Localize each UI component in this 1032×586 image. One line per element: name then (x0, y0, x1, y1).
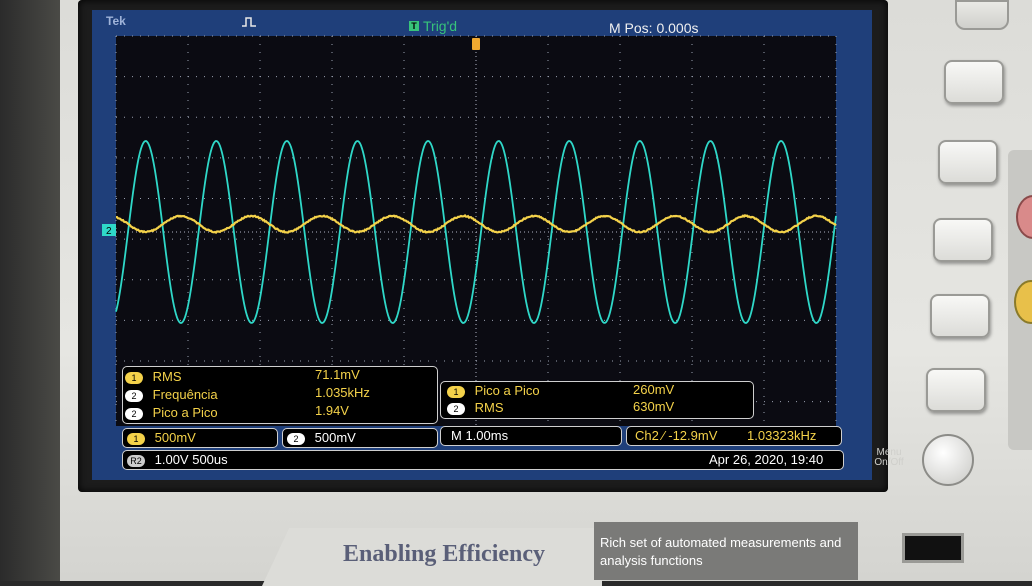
ch1-scale-box: 1 500mV (122, 428, 278, 448)
oscilloscope-screen: Tek T Trig'd M Pos: 0.000s 2 1 RMS 71.1m… (92, 10, 872, 480)
ch2-chip: 2 (447, 403, 465, 415)
ch1-chip: 1 (127, 433, 145, 445)
menu-on-off-button[interactable] (922, 434, 974, 486)
measure-label: Pico a Pico (475, 383, 540, 398)
trigger-frequency: 1.03323kHz (747, 428, 816, 446)
banner-title: Enabling Efficiency (343, 541, 545, 568)
measure-row: 1 RMS (125, 369, 182, 387)
ref2-chip: R2 (127, 455, 145, 467)
measure-row: 2 RMS (447, 400, 504, 418)
ch2-scale-row: 2 500mV (287, 430, 356, 448)
ch2-ground-label: 2 (106, 226, 112, 237)
background-left (0, 0, 60, 581)
ch1-scale-row: 1 500mV (127, 430, 196, 448)
measure-value: 630mV (633, 399, 674, 417)
side-menu-button-5[interactable] (926, 368, 986, 412)
banner-subtitle: Rich set of automated measurements and a… (600, 534, 855, 570)
ch2-scale-box: 2 500mV (282, 428, 438, 448)
measure-row: 1 Pico a Pico (447, 383, 540, 401)
trigger-position-marker (472, 38, 480, 50)
ch2-chip: 2 (287, 433, 305, 445)
ch2-chip: 2 (125, 408, 143, 420)
ch2-scale: 500mV (315, 430, 356, 445)
usb-port[interactable] (902, 533, 964, 563)
measure-value: 71.1mV (315, 367, 360, 385)
measure-row: 2 Frequência (125, 387, 218, 405)
ch1-chip: 1 (447, 386, 465, 398)
measure-label: RMS (153, 369, 182, 384)
ref2-settings: 1.00V 500us (155, 452, 228, 467)
math-box: R2 1.00V 500us Apr 26, 2020, 19:40 (122, 450, 844, 470)
measure-label: RMS (475, 400, 504, 415)
measure-label: Frequência (153, 387, 218, 402)
measure-row: 2 Pico a Pico (125, 405, 218, 423)
menu-on-off-label: Menu On/Off (866, 448, 912, 468)
measure-label: Pico a Pico (153, 405, 218, 420)
side-menu-button-4[interactable] (930, 294, 990, 338)
measure-value: 1.035kHz (315, 385, 370, 403)
timebase: M 1.00ms (451, 428, 508, 446)
trigger-box: Ch2 ⁄ -12.9mV 1.03323kHz (626, 426, 842, 446)
measure-value: 260mV (633, 382, 674, 400)
measurements-left: 1 RMS 71.1mV 2 Frequência 1.035kHz 2 Pic… (122, 366, 438, 424)
measurements-right: 1 Pico a Pico 260mV 2 RMS 630mV (440, 381, 754, 419)
side-menu-button-3[interactable] (933, 218, 993, 262)
date-time: Apr 26, 2020, 19:40 (709, 452, 823, 470)
math-row: R2 1.00V 500us (127, 452, 228, 470)
measure-value: 1.94V (315, 403, 349, 421)
ch2-chip: 2 (125, 390, 143, 402)
side-menu-button-2[interactable] (938, 140, 998, 184)
save-button[interactable] (955, 0, 1009, 30)
ch1-scale: 500mV (155, 430, 196, 445)
side-menu-button-1[interactable] (944, 60, 1004, 104)
timebase-box: M 1.00ms (440, 426, 622, 446)
trigger-readout: Ch2 ⁄ -12.9mV (635, 428, 717, 446)
ch1-chip: 1 (125, 372, 143, 384)
